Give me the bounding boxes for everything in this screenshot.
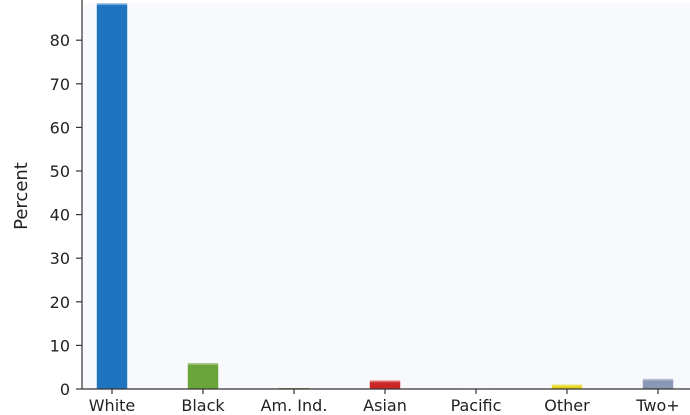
x-tick-label: Am. Ind. [261,396,328,415]
x-tick-label: Other [544,396,590,415]
bar-black [187,362,219,390]
bar-highlight [369,380,401,383]
plot-area [82,3,690,389]
x-tick-label: Black [181,396,225,415]
bars-group [96,2,674,390]
y-tick-label: 80 [50,31,70,50]
bar-highlight [642,378,674,381]
bar-white [96,2,128,390]
bar-highlight [278,387,310,389]
y-axis: 0 10 20 30 40 50 60 70 80 [50,0,83,399]
y-tick-label: 0 [60,380,70,399]
plot-background [82,3,690,389]
x-tick-label: Asian [363,396,407,415]
x-tick-label: White [89,396,136,415]
y-tick-label: 60 [50,118,70,137]
bar-highlight [551,384,583,387]
y-tick-label: 40 [50,206,70,225]
y-tick-label: 20 [50,293,70,312]
y-tick-label: 50 [50,162,70,181]
x-tick-label: Pacific [451,396,502,415]
y-tick-label: 30 [50,249,70,268]
bar-highlight [187,362,219,365]
y-tick-label: 10 [50,336,70,355]
y-axis-title: Percent [11,162,32,230]
x-tick-label: Two+ [635,396,679,415]
y-tick-label: 70 [50,75,70,94]
x-axis: White Black Am. Ind. Asian Pacific Other Two+ [82,388,690,415]
bar-highlight [96,3,128,6]
